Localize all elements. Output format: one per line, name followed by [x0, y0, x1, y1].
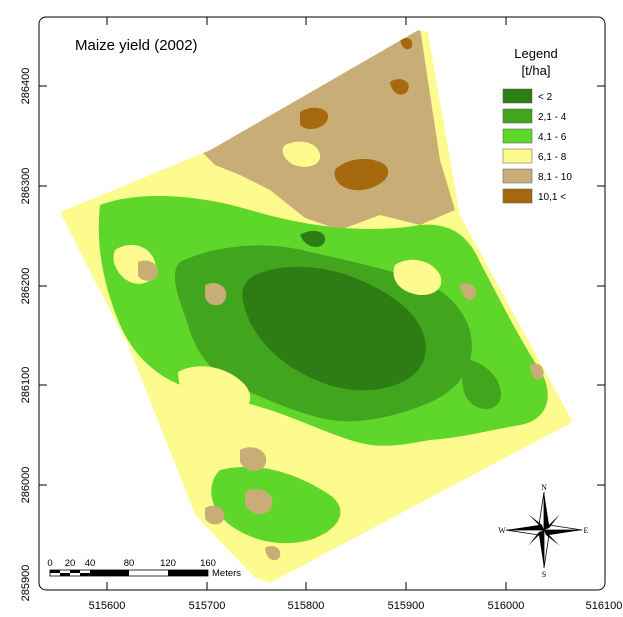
yield-zone-8-10-north [200, 30, 455, 230]
compass-e: E [584, 526, 589, 535]
x-tick-label: 515600 [89, 600, 126, 612]
yield-zone-10plus-a [334, 158, 389, 191]
yield-zone-2-4-east [462, 360, 501, 409]
scale-unit-label: Meters [212, 568, 241, 579]
legend-swatch-10-plus [502, 188, 533, 204]
legend-label: 4,1 - 6 [538, 132, 567, 143]
y-axis-labels: 286400 286300 286200 286100 286000 28590… [20, 68, 32, 602]
yield-zone-8-10-patch-f [265, 545, 281, 561]
field-outline [59, 29, 574, 584]
x-tick-label: 515900 [388, 600, 425, 612]
scale-tick-label: 160 [200, 558, 216, 569]
scale-tick-label: 20 [65, 558, 76, 569]
scale-tick-label: 0 [47, 558, 52, 569]
y-tick-label: 286100 [20, 367, 32, 404]
legend-label: 10,1 < [538, 192, 566, 203]
yield-zone-10plus-b [300, 107, 329, 129]
north-arrow-icon: N S E W [498, 483, 588, 579]
x-axis-labels: 515600 515700 515800 515900 516000 51610… [89, 600, 623, 612]
legend-swatch-6-8 [502, 148, 533, 164]
x-tick-label: 516000 [488, 600, 525, 612]
legend-label: 6,1 - 8 [538, 152, 567, 163]
legend-label: < 2 [538, 92, 553, 103]
yield-zone-8-10-patch-g [460, 283, 477, 300]
yield-zone-6-8-patch-b [393, 259, 442, 296]
yield-zone-under-2-b [300, 230, 326, 247]
yield-zone-6-8-patch-a [178, 366, 251, 421]
legend-swatch-under-2 [502, 88, 533, 104]
x-tick-label: 515700 [189, 600, 226, 612]
yield-zone-6-8-north-patch [282, 141, 321, 167]
legend-title: Legend [514, 46, 557, 61]
yield-zone-10plus-d [400, 38, 413, 50]
x-tick-label: 515800 [288, 600, 325, 612]
legend-label: 8,1 - 10 [538, 172, 572, 183]
scale-tick-label: 120 [160, 558, 176, 569]
scale-tick-label: 40 [85, 558, 96, 569]
legend-swatch-2-4 [502, 108, 533, 124]
legend-swatch-4-6 [502, 128, 533, 144]
y-tick-label: 286200 [20, 268, 32, 305]
legend-swatch-8-10 [502, 168, 533, 184]
yield-zone-8-10-patch-e [205, 505, 225, 525]
legend: Legend [t/ha] < 2 2,1 - 4 4,1 - 6 6,1 - … [502, 46, 572, 204]
yield-zone-8-10-patch-b [205, 283, 227, 306]
compass-n: N [541, 483, 547, 492]
yield-zone-8-10-patch-h [530, 363, 544, 380]
compass-s: S [542, 570, 546, 579]
yield-zone-8-10-patch-d [245, 489, 273, 515]
x-axis-ticks [106, 17, 507, 590]
map-title: Maize yield (2002) [75, 37, 198, 54]
yield-zone-8-10-patch-a [138, 260, 158, 281]
y-tick-label: 286300 [20, 168, 32, 205]
y-tick-label: 285900 [20, 565, 32, 602]
legend-unit: [t/ha] [522, 63, 551, 78]
y-tick-label: 286000 [20, 467, 32, 504]
yield-zone-4-6-south [211, 466, 341, 544]
yield-zone-10plus-c [390, 79, 409, 95]
scale-tick-label: 80 [124, 558, 135, 569]
yield-zone-under-2 [242, 266, 426, 391]
scale-bar: 0 20 40 80 120 160 Meters [47, 558, 241, 579]
compass-w: W [498, 526, 506, 535]
x-tick-label: 516100 [586, 600, 623, 612]
yield-zone-8-10-patch-c [240, 447, 267, 471]
legend-label: 2,1 - 4 [538, 112, 567, 123]
y-tick-label: 286400 [20, 68, 32, 105]
y-axis-ticks [39, 85, 605, 486]
